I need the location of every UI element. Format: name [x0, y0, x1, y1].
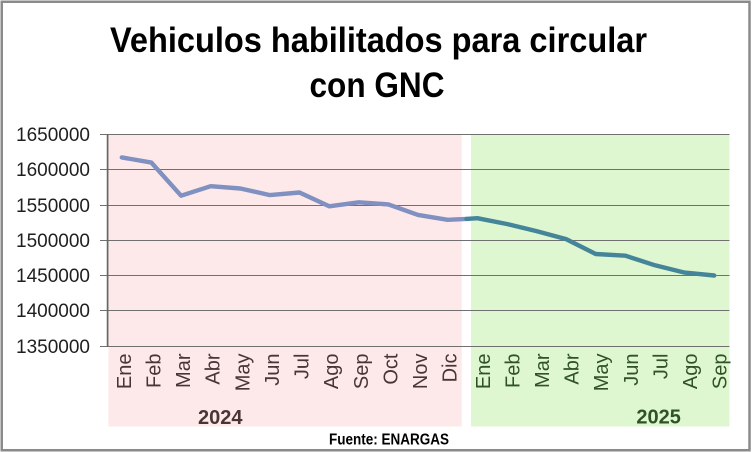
svg-text:Ene: Ene: [114, 354, 136, 390]
svg-text:Ene: Ene: [473, 354, 495, 390]
svg-text:1500000: 1500000: [16, 231, 90, 252]
svg-text:Fuente: ENARGAS: Fuente: ENARGAS: [329, 432, 449, 449]
svg-text:Jun: Jun: [621, 354, 643, 386]
svg-text:Ago: Ago: [321, 354, 343, 390]
svg-text:2025: 2025: [636, 407, 681, 429]
svg-text:1650000: 1650000: [16, 125, 90, 146]
svg-text:Jun: Jun: [262, 354, 284, 386]
svg-text:Dic: Dic: [440, 354, 462, 383]
svg-text:Feb: Feb: [143, 354, 165, 388]
svg-text:1400000: 1400000: [16, 301, 90, 322]
svg-text:2024: 2024: [198, 407, 243, 429]
svg-text:Abr: Abr: [562, 353, 584, 384]
svg-text:1350000: 1350000: [16, 337, 90, 358]
svg-text:Mar: Mar: [532, 353, 554, 388]
svg-text:Ago: Ago: [680, 354, 702, 390]
svg-text:Sep: Sep: [710, 354, 732, 390]
svg-text:con GNC: con GNC: [310, 66, 445, 105]
svg-text:1550000: 1550000: [16, 196, 90, 217]
svg-text:Abr: Abr: [203, 353, 225, 384]
svg-text:Mar: Mar: [173, 353, 195, 388]
svg-text:Jul: Jul: [292, 354, 314, 380]
svg-text:May: May: [591, 354, 613, 392]
svg-text:Vehiculos habilitados para cir: Vehiculos habilitados para circular: [110, 21, 647, 60]
svg-text:Feb: Feb: [502, 354, 524, 388]
svg-text:Sep: Sep: [351, 354, 373, 390]
svg-text:1450000: 1450000: [16, 266, 90, 287]
svg-text:Oct: Oct: [380, 353, 402, 385]
svg-text:1600000: 1600000: [16, 160, 90, 181]
svg-text:Jul: Jul: [651, 354, 673, 380]
svg-text:May: May: [232, 354, 254, 392]
svg-text:Nov: Nov: [410, 354, 432, 390]
